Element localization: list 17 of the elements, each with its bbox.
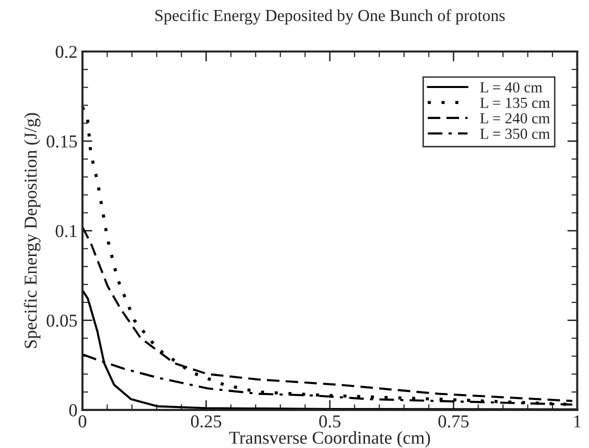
- legend-label: L = 40 cm: [480, 82, 542, 93]
- y-tick-label: 0: [69, 404, 77, 416]
- y-tick-label: 0.2: [56, 46, 77, 58]
- x-tick-label: 0.5: [319, 415, 340, 428]
- chart-title: Specific Energy Deposited by One Bunch of protons: [155, 9, 505, 25]
- legend-label: L = 350 cm: [480, 128, 550, 139]
- legend-label: L = 135 cm: [480, 98, 550, 108]
- y-tick-label: 0.1: [56, 224, 77, 238]
- x-tick-label: 0.75: [438, 415, 469, 428]
- x-tick-label: 0.25: [191, 415, 222, 428]
- x-tick-label: 1: [574, 415, 581, 428]
- y-tick-label: 0.15: [46, 135, 77, 148]
- y-axis-title: Specific Energy Deposition (J/g): [24, 113, 40, 348]
- x-axis-title: Transverse Coordinate (cm): [229, 431, 430, 448]
- x-tick-label: 0: [78, 415, 86, 428]
- legend-label: L = 240 cm: [480, 113, 550, 124]
- y-tick-label: 0.05: [46, 314, 77, 327]
